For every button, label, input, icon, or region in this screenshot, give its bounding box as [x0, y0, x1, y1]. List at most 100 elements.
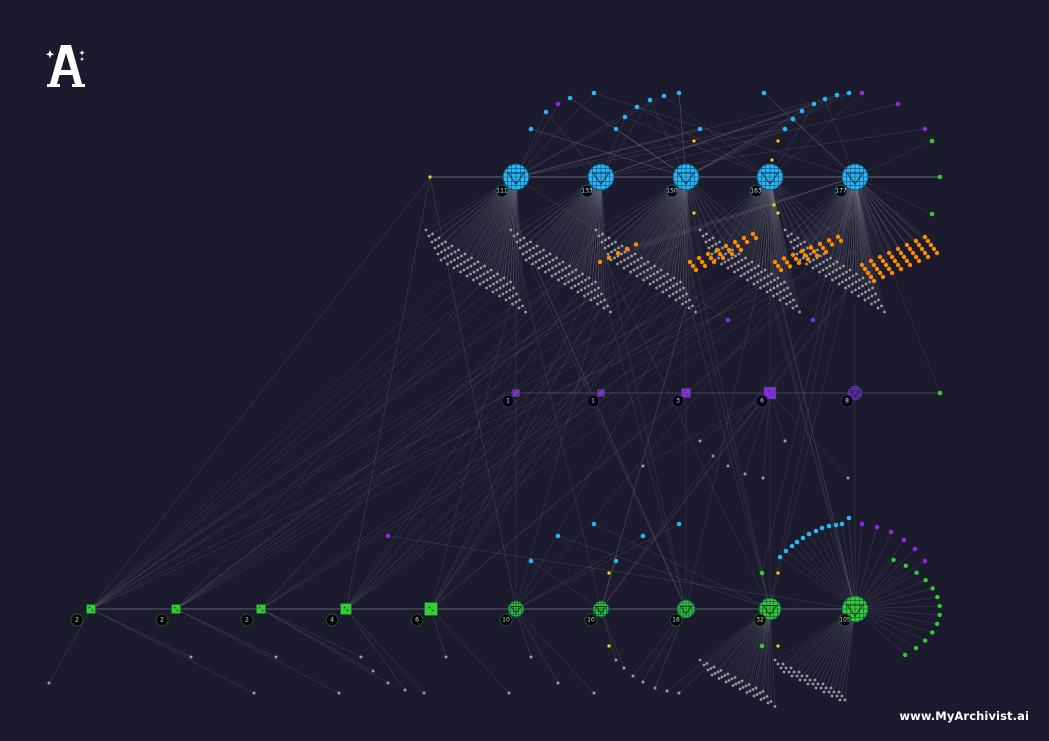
edge [769, 176, 806, 256]
edge [769, 176, 839, 237]
leaf-node [772, 294, 775, 298]
edge [769, 392, 849, 479]
leaf-node [476, 268, 479, 272]
leaf-node [371, 669, 375, 673]
leaf-node [701, 234, 705, 238]
square-icon [512, 389, 520, 397]
leaf-node [922, 638, 928, 643]
leaf-node [845, 270, 848, 274]
leaf-node [599, 300, 603, 304]
leaf-node [805, 674, 809, 678]
edge [487, 176, 517, 273]
edge [515, 209, 856, 610]
edge [515, 297, 687, 610]
count-badge: 32 [753, 613, 767, 627]
edge [725, 176, 771, 255]
leaf-node [727, 679, 731, 682]
leaf-node [604, 238, 607, 242]
edge [685, 176, 754, 235]
edge [829, 176, 856, 275]
leaf-node [765, 695, 769, 698]
leaf-node [733, 270, 736, 274]
edge [515, 128, 786, 178]
edge [769, 176, 821, 245]
edge [737, 176, 771, 271]
edge [503, 176, 517, 287]
leaf-node [828, 264, 832, 268]
edge [685, 176, 690, 309]
leaf-node [827, 690, 831, 694]
leaf-node [901, 254, 907, 260]
edge [568, 176, 602, 283]
leaf-node [522, 244, 525, 248]
leaf-node [813, 528, 819, 534]
leaf-node [577, 282, 580, 286]
edge [769, 103, 815, 178]
edge [848, 517, 856, 610]
edge [724, 176, 771, 263]
leaf-node [567, 280, 570, 284]
badge-label: 8 [845, 398, 849, 405]
edge [685, 176, 748, 243]
edge [617, 176, 856, 254]
leaf-node [822, 690, 826, 694]
edge [854, 176, 875, 266]
edge [175, 272, 771, 610]
edge [769, 92, 863, 178]
edge [90, 255, 602, 610]
count-badge: 6 [755, 394, 769, 408]
leaf-node [561, 268, 564, 272]
footer-url[interactable]: www.MyArchivist.ai [899, 709, 1029, 723]
leaf-node [427, 234, 431, 238]
leaf-node [815, 264, 818, 268]
leaf-node [189, 655, 193, 659]
edge [515, 248, 602, 610]
leaf-node [505, 290, 508, 294]
leaf-node [659, 276, 662, 280]
edge [582, 176, 602, 275]
edge [767, 176, 771, 277]
edge [757, 176, 771, 283]
leaf-node [702, 263, 708, 269]
leaf-node [800, 674, 804, 678]
count-badge: 163 [749, 184, 763, 198]
edge [515, 297, 602, 610]
edge [832, 176, 856, 273]
edge [766, 176, 771, 293]
leaf-node [819, 686, 823, 690]
leaf-node [564, 274, 567, 278]
edge [515, 176, 517, 295]
leaf-node [730, 256, 734, 260]
leaf-node [535, 252, 538, 256]
leaf-node [639, 264, 643, 268]
leaf-node [859, 262, 865, 268]
edge [483, 176, 517, 275]
leaf-node [806, 682, 810, 686]
edge [854, 176, 932, 246]
leaf-node [485, 278, 489, 282]
leaf-node [614, 240, 617, 244]
edge [558, 176, 602, 281]
leaf-node [485, 286, 488, 290]
edge [748, 176, 771, 265]
leaf-node [571, 270, 574, 274]
edge [90, 256, 517, 610]
pip [767, 390, 770, 393]
leaf-node [446, 262, 449, 266]
leaf-node [761, 690, 765, 693]
badge-circle [755, 394, 769, 408]
leaf-node [791, 306, 795, 310]
edge [854, 596, 938, 610]
topic-hub-green [340, 603, 352, 615]
edge [752, 608, 771, 690]
edge [685, 176, 693, 307]
leaf-node [444, 240, 447, 244]
edge [854, 548, 916, 610]
edge [90, 237, 517, 610]
leaf-node [633, 252, 637, 256]
leaf-node [854, 280, 858, 284]
leaf-node [647, 97, 653, 103]
leaf-node [818, 270, 821, 274]
leaf-node [919, 246, 925, 252]
edge [838, 608, 856, 693]
